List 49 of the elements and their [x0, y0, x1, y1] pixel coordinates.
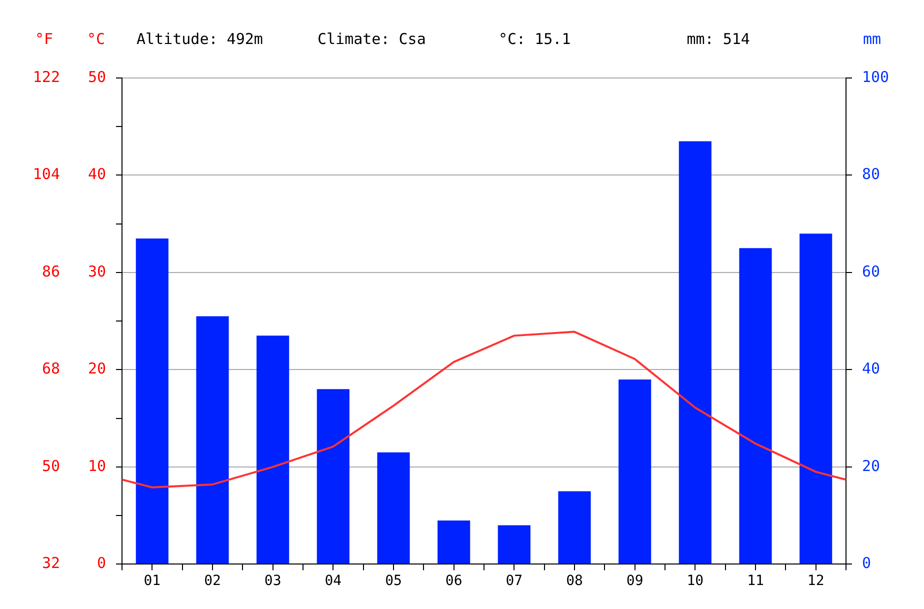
y3-tick-label: 32	[42, 554, 60, 572]
text: Climate: Csa	[317, 30, 426, 48]
text: Altitude: 492m	[136, 30, 263, 48]
bar	[377, 452, 410, 564]
y-tick-label: 40	[88, 165, 106, 184]
y-tick-label: 10	[88, 456, 106, 475]
bar	[558, 491, 591, 564]
text: mm: 514	[686, 30, 750, 48]
y3-tick-label: 50	[42, 456, 60, 475]
bar	[196, 316, 229, 564]
y2-tick-label: 60	[862, 262, 880, 280]
text: °C: 15.1	[498, 30, 571, 48]
bar	[256, 336, 290, 564]
x-tick-label: 09	[626, 573, 644, 590]
y3-tick-label: 122	[32, 68, 60, 86]
x-tick-label: 12	[807, 573, 824, 590]
y3-tick-label: 68	[42, 360, 60, 378]
bar	[618, 379, 652, 564]
y-axis-title: °C	[86, 30, 106, 48]
x-tick-label: 10	[686, 573, 704, 590]
x-tick-label: 01	[144, 573, 161, 590]
y2-tick-label: 0	[862, 554, 872, 572]
y2-tick-label: 80	[862, 165, 880, 184]
bar	[678, 141, 712, 564]
y-tick-label: 50	[88, 68, 106, 86]
x-tick-label: 03	[264, 573, 282, 590]
y-tick-label: 0	[96, 554, 106, 572]
bar	[316, 389, 350, 564]
y3-tick-label: 104	[32, 165, 60, 184]
bar	[498, 525, 530, 564]
bar	[739, 248, 772, 564]
y3-axis-title: °F	[34, 30, 54, 48]
y2-tick-label: 20	[862, 456, 880, 475]
x-tick-label: 02	[204, 573, 221, 590]
y-tick-label: 20	[88, 360, 106, 378]
x-tick-label: 05	[385, 573, 402, 590]
y-tick-label: 30	[88, 262, 106, 280]
x-tick-label: 08	[566, 573, 583, 590]
x-tick-label: 11	[747, 573, 764, 590]
y2-tick-label: 40	[862, 360, 880, 378]
y2-tick-label: 100	[862, 68, 890, 86]
y2-axis-title: mm	[862, 30, 882, 48]
y3-tick-label: 86	[42, 262, 60, 280]
x-tick-label: 06	[445, 573, 462, 590]
x-tick-label: 07	[506, 573, 523, 590]
bar	[800, 234, 832, 564]
bar	[438, 520, 470, 564]
bar	[136, 238, 168, 564]
x-tick-label: 04	[324, 573, 342, 590]
